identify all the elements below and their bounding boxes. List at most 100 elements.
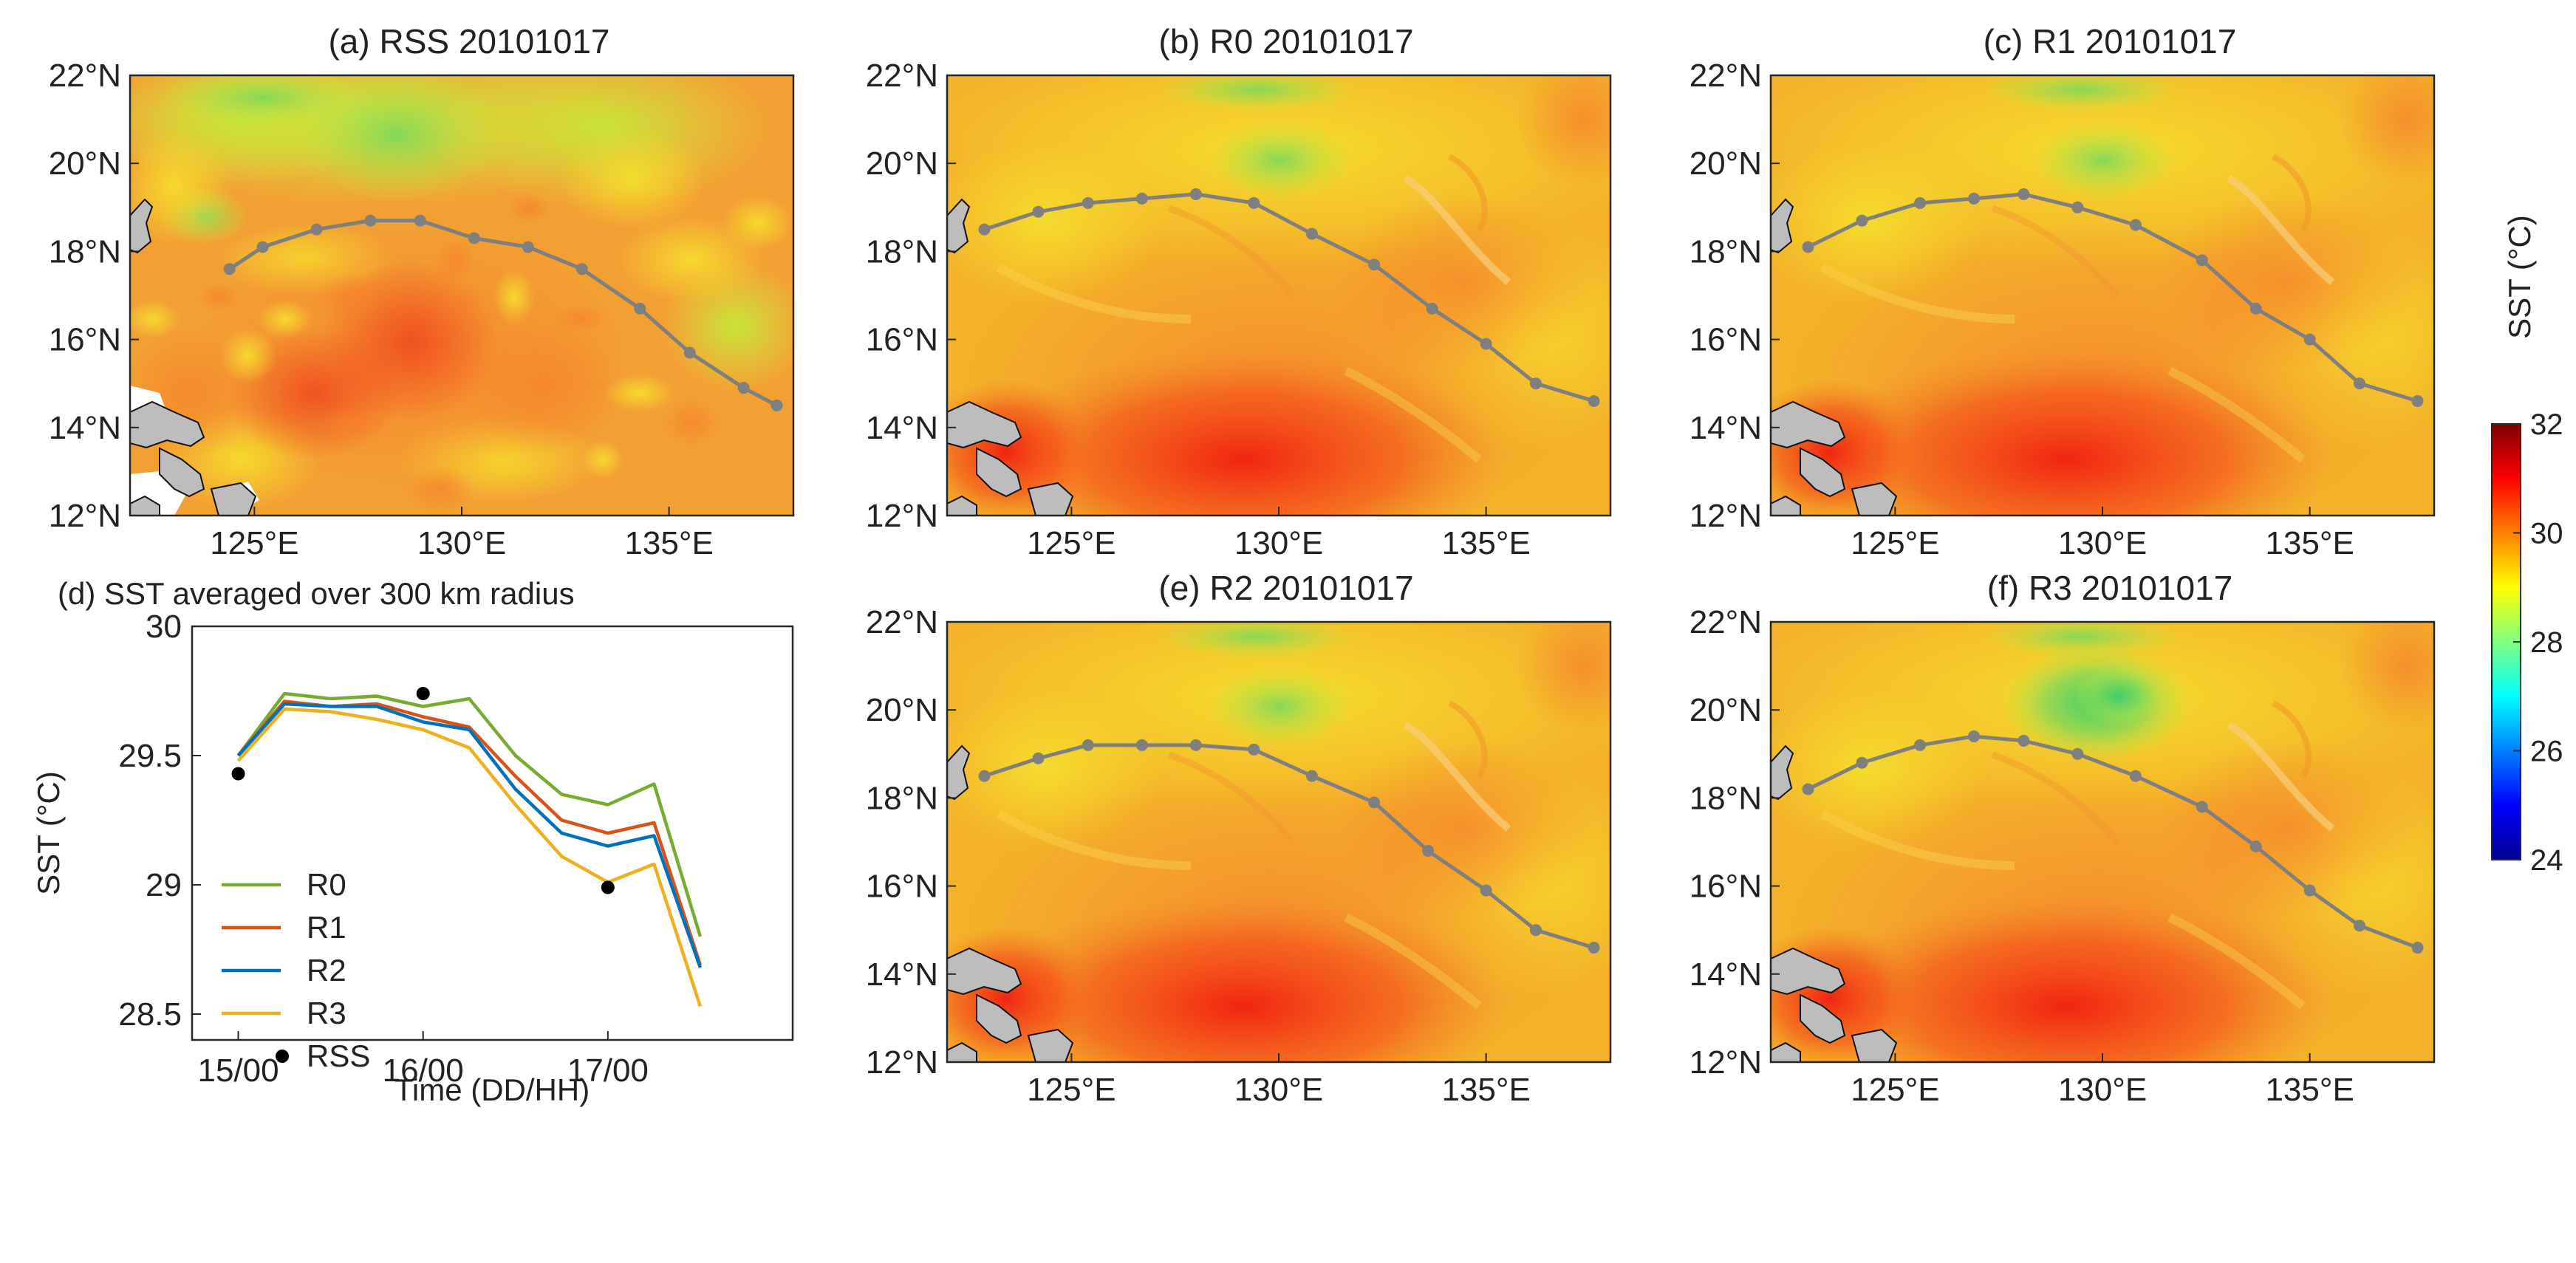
typhoon-track-point [2411, 942, 2424, 954]
y-tick-label: 30 [146, 609, 182, 645]
sst-eddy-streak [2227, 722, 2335, 832]
sst-eddy-streak [2272, 154, 2312, 233]
lat-tick-label: 14°N [49, 410, 121, 446]
sst-field-blob [2074, 666, 2162, 725]
typhoon-track-point [1135, 739, 1148, 751]
sst-field-blob [1516, 622, 1610, 733]
typhoon-track-point [634, 302, 646, 315]
land-mass [130, 495, 160, 516]
legend-swatch-rss [276, 1050, 289, 1063]
sst-field-blob [2340, 75, 2434, 186]
map-panel-e: (e) R2 20101017 12°N 14°N 16°N 18°N 20°N 22°N 1… [866, 569, 1612, 1108]
sst-eddy-streak [2272, 700, 2312, 779]
typhoon-track-point [2129, 770, 2142, 782]
lat-tick-label: 16°N [1690, 869, 1762, 905]
map-title: (b) R0 20101017 [1158, 22, 1413, 61]
typhoon-track-point [2303, 884, 2316, 897]
land-mass [130, 400, 205, 449]
sst-eddy-streak [1167, 751, 1297, 846]
typhoon-track-point [2018, 734, 2030, 747]
map-title: (f) R3 20101017 [1987, 569, 2232, 607]
sst-field-blob [977, 895, 1509, 1062]
land-mass [976, 993, 1022, 1044]
lat-tick-label: 18°N [1690, 233, 1762, 270]
typhoon-track-point [2071, 747, 2084, 760]
sst-eddy-streak [1820, 810, 2015, 870]
typhoon-track-point [1588, 942, 1600, 954]
sst-eddy-streak [1448, 700, 1488, 779]
land-mass [1771, 1041, 1801, 1062]
typhoon-track-point [1189, 739, 1202, 751]
sst-eddy-streak [997, 810, 1192, 870]
lat-tick-label: 18°N [49, 233, 121, 270]
typhoon-track-line [228, 219, 778, 408]
sst-eddy-streak [1820, 263, 2015, 324]
chart-plot-area [191, 625, 794, 1041]
sst-eddy-streak [1344, 366, 1482, 463]
lat-tick-label: 12°N [866, 498, 938, 534]
lat-tick-label: 14°N [1690, 410, 1762, 446]
sst-field-blob [2155, 194, 2421, 371]
lat-tick-label: 16°N [866, 322, 938, 358]
sst-field-blob [130, 127, 233, 245]
sst-eddy-streak [2227, 175, 2335, 285]
x-axis-ticks: 15/00 16/00 17/00 [197, 1031, 649, 1089]
typhoon-track-point [1856, 756, 1868, 769]
sst-field-blob [1516, 75, 1610, 186]
map-title: (a) RSS 20101017 [328, 22, 609, 61]
sst-field-blob [2029, 120, 2177, 201]
lon-tick-label: 135°E [1441, 525, 1530, 561]
typhoon-track-point [978, 770, 991, 782]
lat-tick-label: 14°N [866, 410, 938, 446]
typhoon-track-point [1248, 743, 1260, 756]
rss-point [601, 880, 615, 894]
lat-tick-label: 14°N [1690, 956, 1762, 993]
typhoon-track-point [364, 214, 377, 227]
map-title: (e) R2 20101017 [1158, 569, 1413, 607]
typhoon-track-point [1914, 739, 1927, 751]
colorbar-tick-label: 26 [2530, 736, 2563, 768]
typhoon-track-point [771, 400, 783, 411]
legend-label: R1 [307, 910, 346, 945]
land-mass [947, 198, 971, 254]
sst-eddy-streak [997, 263, 1192, 324]
sst-eddy-streak [1167, 205, 1297, 299]
sst-texture [220, 328, 276, 384]
lon-tick-label: 135°E [2265, 525, 2354, 561]
sst-texture [257, 300, 313, 338]
lat-tick-label: 12°N [866, 1044, 938, 1081]
sst-eddy-streak [1448, 154, 1488, 233]
sst-texture [493, 269, 535, 325]
land-mass [210, 482, 257, 516]
typhoon-track-point [1032, 752, 1045, 764]
sst-field-blob [2340, 622, 2434, 733]
typhoon-track-point [223, 263, 236, 275]
map-plot-area [947, 75, 1610, 516]
typhoon-track-point [2303, 333, 2316, 346]
series-line-r0 [236, 691, 703, 937]
lat-tick-label: 16°N [49, 322, 121, 358]
lon-tick-label: 125°E [210, 525, 298, 561]
land-mass [1851, 1028, 1898, 1062]
typhoon-track-point [1480, 338, 1492, 350]
typhoon-track-point [1529, 377, 1542, 390]
lat-tick-label: 22°N [866, 604, 938, 640]
typhoon-track-point [2018, 188, 2030, 200]
map-panel-c: (c) R1 20101017 12°N 14°N 16°N 18°N 20°N 22°N 1… [1690, 22, 2436, 561]
sst-eddy-streak [2167, 913, 2306, 1010]
rss-scatter-points [231, 687, 615, 894]
sst-eddy-streak [1991, 205, 2121, 299]
series-line-r3 [236, 707, 703, 1007]
chart-series [236, 691, 703, 1007]
sst-field-blob [2155, 740, 2421, 917]
typhoon-track-point [2196, 801, 2208, 813]
sst-eddy-streak [1991, 751, 2121, 846]
land-mass [1027, 1028, 1074, 1062]
x-axis-label: Time (DD/HH) [394, 1072, 590, 1107]
typhoon-track-point [1856, 214, 1868, 227]
typhoon-track-point [414, 214, 426, 227]
land-mass [1800, 447, 1846, 498]
map-plot-area [1771, 75, 2434, 516]
typhoon-track-point [256, 241, 269, 253]
legend-label: R0 [307, 867, 346, 902]
